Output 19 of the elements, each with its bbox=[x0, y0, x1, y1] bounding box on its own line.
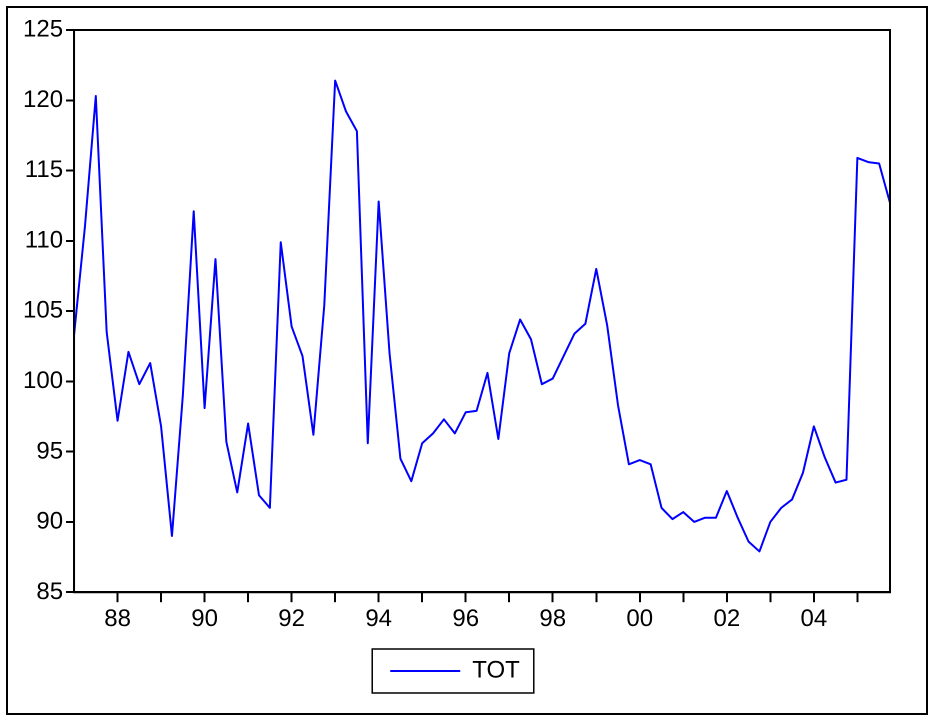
x-tick-label: 98 bbox=[539, 605, 566, 632]
x-tick-label: 92 bbox=[278, 605, 305, 632]
y-tick-label: 85 bbox=[36, 578, 64, 605]
y-tick-label: 125 bbox=[22, 16, 64, 43]
y-tick-label: 100 bbox=[22, 367, 64, 394]
x-tick-label: 94 bbox=[365, 605, 392, 632]
x-tick-label: 04 bbox=[800, 605, 828, 632]
x-tick-label: 00 bbox=[626, 605, 654, 632]
y-tick-label: 120 bbox=[22, 86, 64, 113]
x-tick-label: 96 bbox=[452, 605, 480, 632]
x-tick-label: 02 bbox=[713, 605, 740, 632]
x-tick-label: 90 bbox=[191, 605, 218, 632]
y-tick-label: 90 bbox=[36, 508, 64, 535]
y-tick-label: 95 bbox=[36, 437, 64, 464]
y-tick-label: 115 bbox=[24, 156, 64, 184]
legend-label: TOT bbox=[472, 656, 520, 684]
y-tick-label: 105 bbox=[22, 296, 64, 324]
y-tick-label: 110 bbox=[24, 226, 64, 254]
x-tick-label: 88 bbox=[104, 605, 131, 632]
